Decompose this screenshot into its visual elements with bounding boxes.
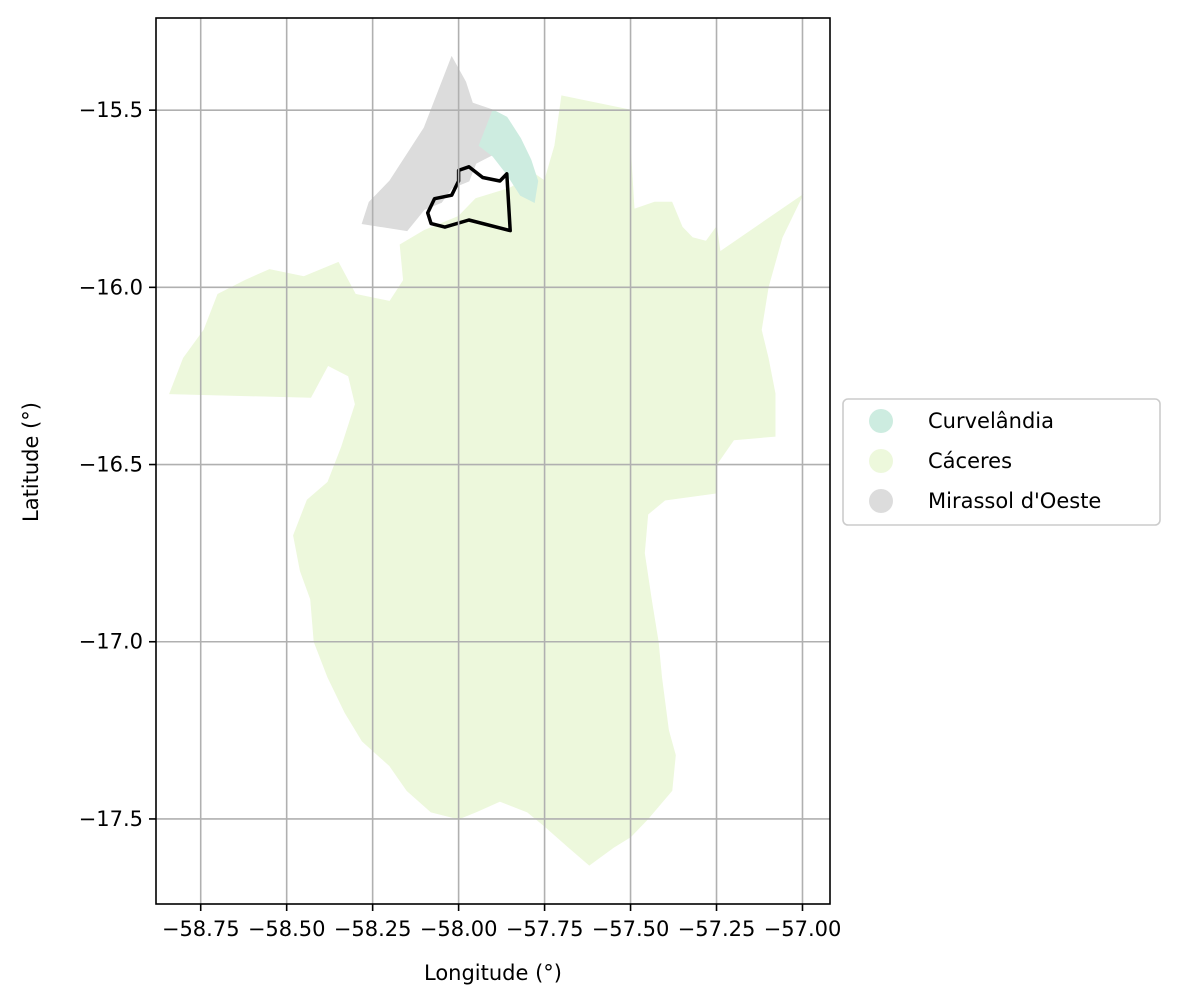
x-tick-label: −58.00 [420,917,498,941]
legend-label-caceres: Cáceres [928,449,1012,473]
highlighted-municipality-outline [425,165,512,233]
y-tick-label: −15.5 [79,98,143,122]
grid-layer [156,18,830,904]
x-tick-label: −57.50 [592,917,670,941]
x-tick-label: −58.50 [248,917,326,941]
y-axis-label: Latitude (°) [19,402,43,522]
y-tick-label: −17.5 [79,807,143,831]
legend-swatch-curvelandia [869,409,893,433]
legend-box [842,398,1161,526]
x-axis-ticks: −58.75 −58.50 −58.25 −58.00 −57.75 −57.50 −57.… [162,904,842,941]
x-tick-label: −58.75 [162,917,240,941]
plot-frame [155,17,831,905]
x-tick-label: −57.00 [764,917,842,941]
y-tick-label: −17.0 [79,630,143,654]
legend-label-mirassol-d-oeste: Mirassol d'Oeste [928,489,1101,513]
x-tick-label: −58.25 [334,917,412,941]
legend-label-curvelandia: Curvelândia [928,409,1054,433]
legend-swatch-mirassol-d-oeste [869,489,893,513]
x-tick-label: −57.25 [678,917,756,941]
y-tick-label: −16.5 [79,453,143,477]
y-axis-ticks: −15.5 −16.0 −16.5 −17.0 −17.5 [79,98,156,831]
regions-layer [169,55,804,866]
plot-area [155,17,831,905]
region-caceres [169,95,804,866]
legend: Curvelândia Cáceres Mirassol d'Oeste [842,398,1161,526]
y-tick-label: −16.0 [79,275,143,299]
x-tick-label: −57.75 [506,917,584,941]
legend-swatch-caceres [869,449,893,473]
region-curvelandia [478,109,539,204]
highlight-outline-layer [425,165,512,233]
x-axis-label: Longitude (°) [424,961,562,985]
